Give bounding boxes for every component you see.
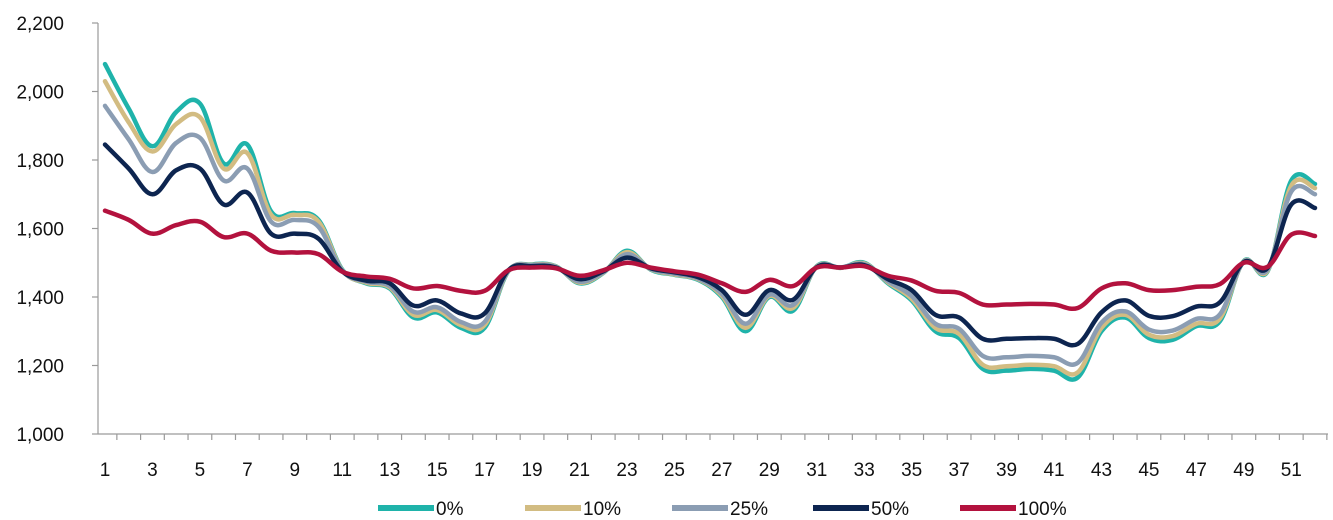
x-tick-label: 1	[100, 460, 111, 481]
y-tick-label: 1,000	[16, 425, 64, 446]
legend: 0% 10% 25% 50% 100%	[378, 499, 1067, 520]
x-tick-label: 27	[711, 460, 732, 481]
series-line-10-pct	[102, 78, 1318, 377]
y-tick-label: 1,200	[16, 357, 64, 378]
y-tick-label: 1,400	[16, 288, 64, 309]
x-tick-label: 41	[1043, 460, 1064, 481]
x-tick-label: 23	[616, 460, 637, 481]
x-tick-label: 17	[474, 460, 495, 481]
legend-label: 50%	[871, 499, 909, 520]
x-tick-label: 39	[996, 460, 1017, 481]
y-tick-label: 1,800	[16, 151, 64, 172]
legend-label: 0%	[436, 499, 464, 520]
x-tick-label: 33	[854, 460, 875, 481]
x-tick-label: 29	[759, 460, 780, 481]
series-line-50-pct	[102, 142, 1318, 348]
x-tick-label: 21	[569, 460, 590, 481]
legend-label: 10%	[583, 499, 621, 520]
legend-label: 100%	[1018, 499, 1067, 520]
x-tick-label: 3	[147, 460, 158, 481]
x-tick-label: 11	[332, 460, 352, 481]
x-tick-label: 5	[195, 460, 206, 481]
y-tick-label: 2,000	[16, 83, 64, 104]
x-tick-label: 25	[664, 460, 685, 481]
x-tick-label: 7	[242, 460, 253, 481]
x-tick-label: 37	[949, 460, 970, 481]
x-tick-label: 15	[427, 460, 448, 481]
x-tick-label: 47	[1186, 460, 1207, 481]
y-axis-ticks: 1,000 1,200 1,400 1,600 1,800 2,000 2,200	[16, 14, 98, 446]
axes	[97, 23, 1328, 435]
series-lines	[102, 61, 1318, 382]
x-tick-label: 31	[806, 460, 827, 481]
x-tick-label: 51	[1281, 460, 1302, 481]
legend-label: 25%	[730, 499, 768, 520]
x-tick-label: 9	[290, 460, 301, 481]
y-tick-label: 2,200	[16, 14, 64, 35]
x-tick-label: 45	[1138, 460, 1159, 481]
y-tick-label: 1,600	[16, 220, 64, 241]
x-tick-label: 43	[1091, 460, 1112, 481]
series-line-100-pct	[102, 208, 1318, 312]
x-tick-label: 35	[901, 460, 922, 481]
x-tick-label: 19	[521, 460, 542, 481]
x-tick-label: 49	[1233, 460, 1254, 481]
x-tick-label: 13	[379, 460, 400, 481]
x-axis-ticks: 1 3 5 7 9 11 13 15 17 19 21 23 25 27 29 31 33 35 37 39 41 43 4…	[100, 434, 1328, 481]
